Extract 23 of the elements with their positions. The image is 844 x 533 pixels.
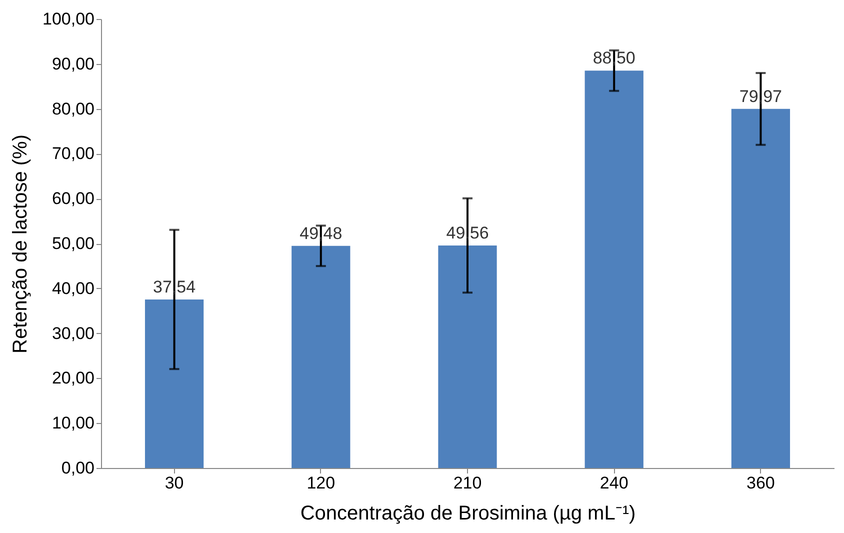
y-tick-label: 40,00 bbox=[52, 278, 94, 298]
y-axis-title: Retenção de lactose (%) bbox=[10, 134, 32, 354]
x-axis-title: Concentração de Brosimina (µg mL⁻¹) bbox=[300, 502, 636, 524]
y-tick-label: 90,00 bbox=[52, 54, 94, 74]
y-tick-label: 10,00 bbox=[52, 414, 94, 433]
y-tick-label: 80,00 bbox=[52, 99, 94, 118]
y-tick-label: 60,00 bbox=[52, 189, 94, 208]
y-tick-label: 50,00 bbox=[52, 234, 94, 253]
bar bbox=[144, 299, 204, 468]
bar bbox=[584, 70, 644, 468]
x-tick-label: 360 bbox=[746, 474, 775, 492]
bar bbox=[292, 246, 350, 468]
x-tick-label: 120 bbox=[306, 474, 336, 492]
y-tick-label: 20,00 bbox=[52, 368, 94, 388]
y-tick-label: 70,00 bbox=[52, 144, 94, 164]
x-tick-label: 30 bbox=[164, 474, 184, 492]
bar bbox=[731, 108, 790, 468]
bar bbox=[438, 245, 497, 468]
x-tick-label: 210 bbox=[453, 474, 482, 492]
y-tick-label: 100,00 bbox=[42, 10, 94, 28]
y-tick-label: 30,00 bbox=[52, 324, 94, 343]
y-tick-label: 0,00 bbox=[61, 458, 94, 478]
x-tick-label: 240 bbox=[600, 474, 628, 492]
